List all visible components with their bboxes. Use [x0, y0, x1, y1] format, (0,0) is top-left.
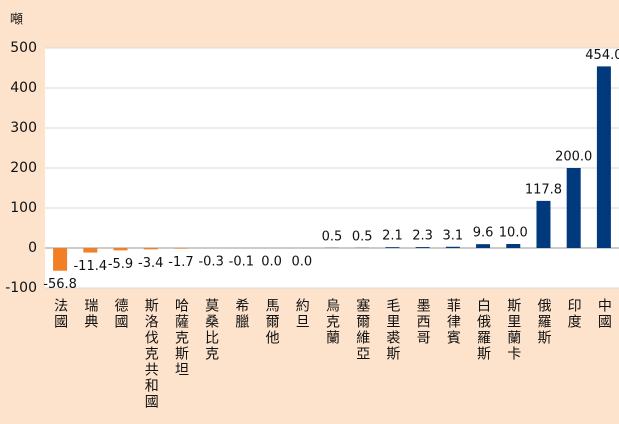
data-label: 200.0	[555, 150, 592, 165]
x-tick-label: 菲律賓	[445, 298, 461, 346]
data-label: -3.4	[138, 256, 163, 271]
bar	[476, 244, 491, 248]
x-tick-label: 俄羅斯	[535, 298, 551, 346]
bar	[415, 247, 430, 248]
x-tick-label: 馬爾他	[264, 298, 280, 346]
x-tick-label: 法國	[52, 298, 68, 330]
data-label: -0.1	[229, 255, 254, 270]
data-label: 9.6	[473, 226, 494, 241]
y-tick-label: 100	[10, 200, 37, 216]
x-tick-label: 德國	[113, 298, 129, 330]
data-label: -56.8	[43, 277, 77, 292]
data-label: 2.3	[412, 229, 433, 244]
bar	[445, 246, 460, 248]
bar	[536, 200, 551, 248]
data-label: 2.1	[382, 229, 403, 244]
data-label: 10.0	[499, 226, 528, 241]
bar	[596, 66, 611, 249]
x-tick-label: 莫桑比克	[203, 298, 219, 362]
x-tick-label: 烏克蘭	[324, 297, 340, 346]
data-label: 0.0	[261, 255, 282, 270]
data-label: 117.8	[525, 182, 562, 197]
y-tick-label: 0	[28, 240, 37, 256]
bar	[506, 244, 521, 248]
y-tick-label: 400	[10, 80, 37, 96]
bar	[385, 247, 400, 248]
y-axis-label: 噸	[10, 13, 23, 28]
bar	[566, 168, 581, 248]
y-tick-label: -100	[5, 280, 37, 296]
y-tick-label: 500	[10, 40, 37, 56]
data-label: 0.0	[291, 255, 312, 270]
data-label: -5.9	[108, 257, 133, 272]
x-tick-label: 印度	[566, 298, 582, 330]
data-label: 0.5	[322, 229, 343, 244]
data-label: 454.0	[585, 48, 619, 63]
x-tick-label: 中國	[596, 298, 612, 330]
y-tick-label: 200	[10, 160, 37, 176]
data-label: 0.5	[352, 229, 373, 244]
x-tick-label: 白俄羅斯	[475, 298, 491, 362]
x-tick-label: 毛里裘斯	[384, 298, 400, 362]
x-tick-label: 塞爾維亞	[354, 297, 370, 362]
bar	[53, 248, 68, 271]
bar	[173, 248, 188, 249]
data-label: -1.7	[168, 255, 193, 270]
x-tick-label: 希臘	[233, 298, 249, 330]
x-tick-label: 斯里蘭卡	[505, 298, 521, 362]
x-tick-label: 約旦	[294, 298, 310, 330]
bar	[83, 248, 98, 253]
bar	[143, 248, 158, 250]
x-tick-label: 墨西哥	[415, 298, 431, 346]
bar	[113, 248, 128, 251]
x-tick-label: 哈薩克斯坦	[173, 298, 189, 378]
data-label: 3.1	[442, 228, 463, 243]
x-tick-label: 斯洛伐克共和國	[143, 298, 159, 410]
y-tick-label: 300	[10, 120, 37, 136]
data-label: -11.4	[73, 259, 107, 274]
x-tick-label: 瑞典	[82, 298, 98, 330]
data-label: -0.3	[198, 255, 223, 270]
